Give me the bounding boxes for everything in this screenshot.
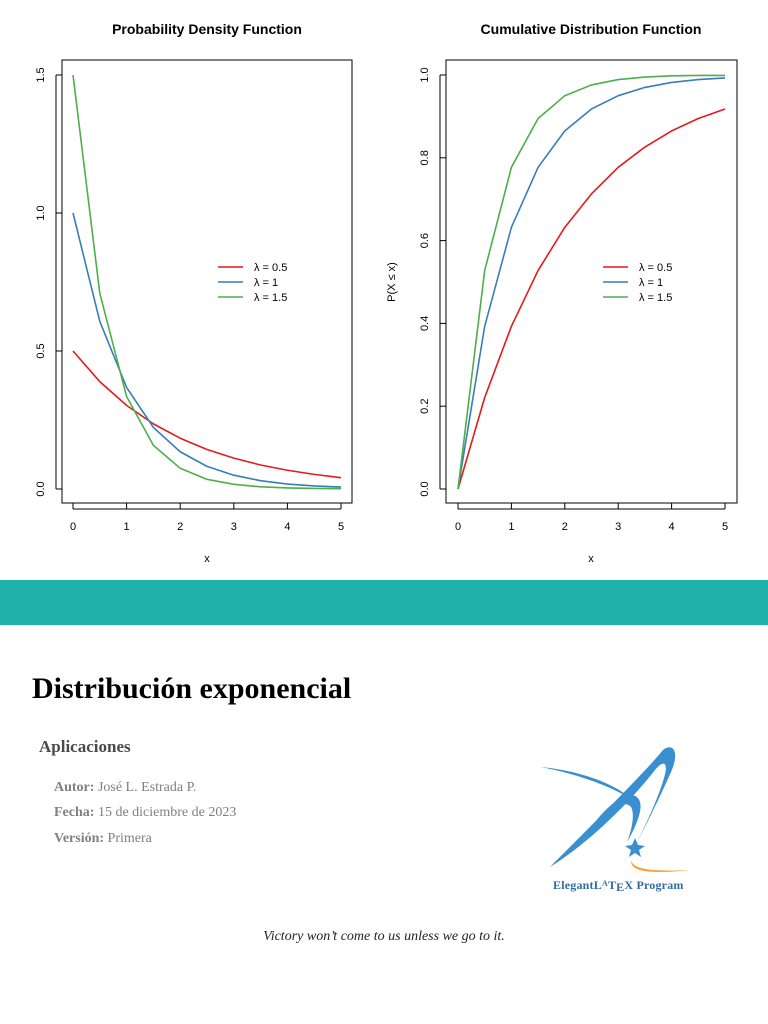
- x-axis-label: x: [588, 553, 594, 565]
- x-tick-label: 0: [455, 521, 461, 533]
- x-tick-label: 0: [70, 521, 76, 533]
- series-line: [457, 108, 726, 490]
- teal-band: [0, 580, 768, 625]
- charts-svg: Probability Density Function 0 1 2 3 4 5 x 0.0 0.…: [35, 21, 738, 565]
- version-line: Versión: Primera: [54, 831, 152, 847]
- elegantlatex-logo-icon: [540, 747, 690, 873]
- chart-title: Probability Density Function: [112, 21, 302, 37]
- y-tick-label: 0.4: [419, 316, 431, 331]
- legend-label: λ = 1.5: [639, 292, 672, 304]
- legend-label: λ = 0.5: [254, 262, 287, 274]
- y-tick-label: 1.0: [419, 67, 431, 82]
- x-tick-label: 1: [508, 521, 514, 533]
- author-value: José L. Estrada P.: [97, 780, 197, 795]
- y-tick-label: 0.0: [35, 481, 47, 496]
- date-line: Fecha: 15 de diciembre de 2023: [54, 805, 236, 821]
- plot-frame: [445, 59, 738, 504]
- legend-label: λ = 1: [254, 277, 278, 289]
- logo-text: ElegantLATEX Program: [553, 878, 684, 894]
- y-axis-label: P(X ≤ x): [386, 262, 398, 302]
- x-tick-label: 4: [284, 521, 290, 533]
- y-tick-label: 0.8: [419, 150, 431, 165]
- version-label: Versión:: [54, 831, 105, 846]
- y-tick-label: 0.2: [419, 399, 431, 414]
- legend-label: λ = 0.5: [639, 262, 672, 274]
- y-tick-label: 0.0: [419, 481, 431, 496]
- x-axis-label: x: [204, 553, 210, 565]
- document-title: Distribución exponencial: [32, 672, 352, 705]
- x-tick-label: 3: [615, 521, 621, 533]
- y-tick-label: 0.6: [419, 233, 431, 248]
- x-tick-label: 2: [177, 521, 183, 533]
- legend-label: λ = 1: [639, 277, 663, 289]
- x-tick-label: 4: [669, 521, 675, 533]
- series-line: [72, 74, 342, 490]
- document-subtitle: Aplicaciones: [39, 737, 131, 756]
- version-value: Primera: [107, 831, 152, 846]
- chart-title: Cumulative Distribution Function: [481, 21, 702, 37]
- author-line: Autor: José L. Estrada P.: [54, 780, 196, 796]
- quote-text: Victory won’t come to us unless we go to…: [263, 929, 505, 944]
- author-label: Autor:: [54, 780, 95, 795]
- series-line: [457, 74, 725, 490]
- series-line: [72, 212, 342, 488]
- series-line: [72, 350, 342, 479]
- chart-area: Probability Density Function 0 1 2 3 4 5 x 0.0 0.…: [35, 21, 738, 565]
- x-tick-label: 3: [231, 521, 237, 533]
- x-tick-label: 5: [338, 521, 344, 533]
- x-tick-label: 2: [562, 521, 568, 533]
- y-tick-label: 1.0: [35, 205, 47, 220]
- series-line: [457, 77, 726, 490]
- date-label: Fecha:: [54, 805, 95, 820]
- plot-frame: [61, 59, 353, 504]
- y-tick-label: 1.5: [35, 67, 47, 82]
- y-tick-label: 0.5: [35, 343, 47, 358]
- legend-label: λ = 1.5: [254, 292, 287, 304]
- x-tick-label: 1: [124, 521, 130, 533]
- date-value: 15 de diciembre de 2023: [97, 805, 237, 820]
- x-tick-label: 5: [722, 521, 728, 533]
